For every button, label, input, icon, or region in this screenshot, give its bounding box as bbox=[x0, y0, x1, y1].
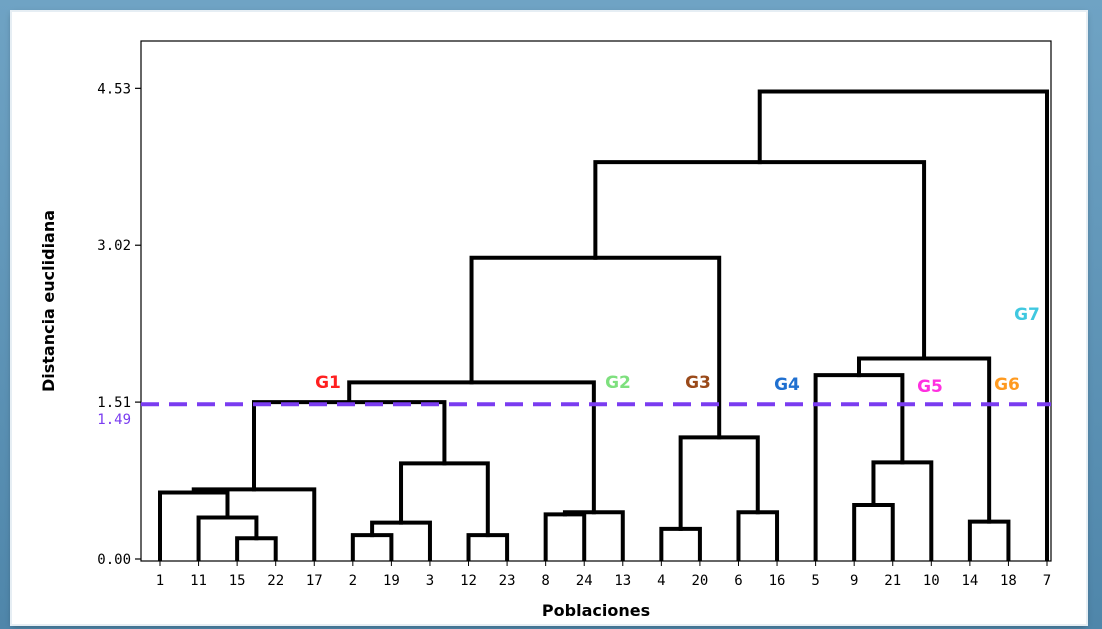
dendrogram-link bbox=[736, 510, 780, 561]
leaf-label: 16 bbox=[769, 573, 786, 589]
leaf-label: 17 bbox=[306, 573, 323, 589]
group-label-g5: G5 bbox=[917, 377, 943, 397]
x-axis-title: Poblaciones bbox=[542, 601, 650, 620]
leaf-label: 6 bbox=[734, 573, 742, 589]
leaf-label: 24 bbox=[576, 573, 593, 589]
leaf-label: 10 bbox=[923, 573, 940, 589]
dendrogram-link bbox=[191, 487, 317, 561]
leaf-label: 19 bbox=[383, 573, 400, 589]
leaf-label: 5 bbox=[811, 573, 819, 589]
leaf-label: 14 bbox=[961, 573, 978, 589]
leaf-label: 11 bbox=[190, 573, 207, 589]
y-tick-label: 0.00 bbox=[97, 552, 131, 568]
y-axis-title: Distancia euclidiana bbox=[39, 210, 58, 392]
group-label-g3: G3 bbox=[685, 373, 711, 393]
leaf-label: 15 bbox=[229, 573, 246, 589]
dendrogram-chart: 0.001.513.024.53 1 11 15 22 17 2 19 3 12 23 8 24 13 4… bbox=[39, 40, 1052, 620]
leaf-label: 13 bbox=[614, 573, 631, 589]
dendrogram-links bbox=[158, 89, 1049, 561]
cut-line-label: 1.49 bbox=[97, 412, 131, 428]
group-label-g1: G1 bbox=[315, 373, 341, 393]
group-label-g6: G6 bbox=[994, 375, 1020, 395]
dendrogram-link bbox=[562, 510, 625, 561]
dendrogram-link bbox=[543, 512, 587, 561]
group-label-g7: G7 bbox=[1014, 305, 1040, 325]
plot-area-border bbox=[140, 40, 1052, 562]
leaf-label: 3 bbox=[426, 573, 434, 589]
leaf-label: 8 bbox=[541, 573, 549, 589]
dendrogram-link bbox=[757, 89, 1049, 561]
dendrogram-link bbox=[235, 536, 278, 561]
leaf-label: 7 bbox=[1043, 573, 1051, 589]
x-axis-leaf-labels: 1 11 15 22 17 2 19 3 12 23 8 24 13 4 20 6 16 5 9 21 10 14 18 7 bbox=[156, 561, 1051, 589]
y-axis-ticks: 0.00 1.51 3.02 4.53 bbox=[97, 81, 141, 568]
dendrogram-link bbox=[967, 519, 1011, 561]
dendrogram-link bbox=[370, 520, 432, 561]
dendrogram-link bbox=[659, 526, 702, 561]
leaf-label: 23 bbox=[499, 573, 516, 589]
y-tick-label: 1.51 bbox=[97, 395, 131, 411]
dendrogram-link bbox=[852, 502, 895, 561]
dendrogram-link bbox=[593, 160, 927, 361]
leaf-label: 4 bbox=[657, 573, 665, 589]
leaf-label: 22 bbox=[267, 573, 284, 589]
dendrogram-link bbox=[466, 533, 510, 561]
y-tick-label: 4.53 bbox=[97, 81, 131, 97]
chart-panel: 0.00 1.51 3.02 4.53 1 11 15 22 17 2 19 3 12 23 8 24 13 4… bbox=[12, 12, 1086, 624]
dendrogram-link bbox=[678, 435, 760, 531]
dendrogram-link bbox=[158, 490, 230, 561]
dendrogram-link bbox=[350, 533, 394, 561]
leaf-label: 20 bbox=[691, 573, 708, 589]
dendrogram-link bbox=[871, 460, 934, 561]
leaf-label: 9 bbox=[850, 573, 858, 589]
leaf-label: 21 bbox=[884, 573, 901, 589]
group-label-g2: G2 bbox=[605, 373, 631, 393]
group-label-g4: G4 bbox=[774, 375, 800, 395]
dendrogram-link bbox=[252, 400, 447, 492]
leaf-label: 2 bbox=[349, 573, 357, 589]
cut-line-group: 1.49 bbox=[97, 402, 1051, 428]
y-tick-label: 3.02 bbox=[97, 238, 131, 254]
leaf-label: 1 bbox=[156, 573, 164, 589]
leaf-label: 12 bbox=[460, 573, 477, 589]
leaf-label: 18 bbox=[1000, 573, 1017, 589]
group-labels: G1 G2 G3 G4 G5 G6 G7 bbox=[315, 305, 1040, 397]
